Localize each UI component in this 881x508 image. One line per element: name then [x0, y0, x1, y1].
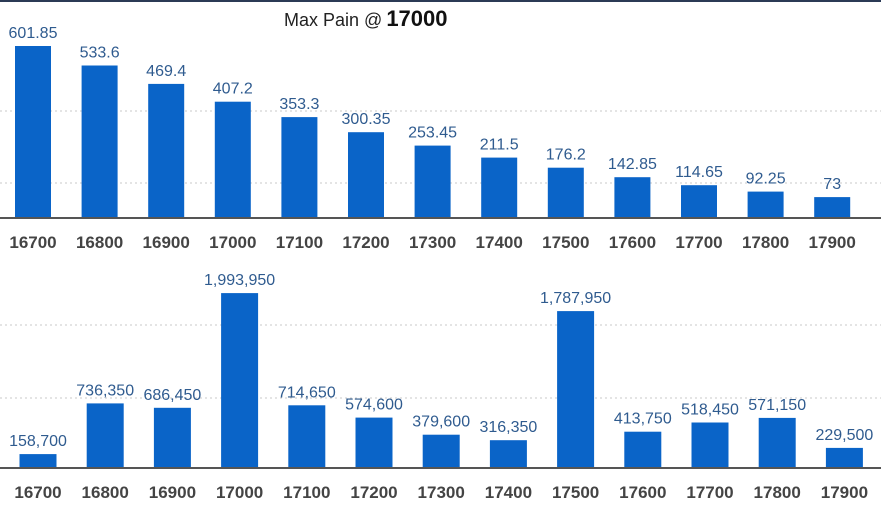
value-label: 353.3: [279, 96, 319, 113]
tick-label: 16700: [9, 233, 56, 252]
bar: [355, 417, 393, 468]
tick-label: 17100: [276, 233, 323, 252]
value-label: 73: [823, 176, 841, 193]
value-label: 533.6: [80, 45, 120, 62]
tick-label: 16700: [14, 483, 61, 502]
value-label: 413,750: [614, 411, 672, 428]
bar: [814, 197, 851, 218]
bar: [758, 417, 796, 468]
value-label: 714,650: [278, 384, 336, 401]
value-label: 736,350: [76, 382, 134, 399]
value-label: 1,787,950: [540, 290, 611, 307]
title-label: Max Pain @: [284, 10, 383, 30]
bar: [691, 422, 729, 468]
value-label: 253.45: [408, 125, 457, 142]
bar: [547, 167, 584, 218]
bar: [348, 132, 384, 218]
bar: [414, 145, 451, 218]
bar: [614, 177, 651, 218]
tick-label: 17000: [216, 483, 263, 502]
value-label: 574,600: [345, 397, 403, 414]
bar: [288, 405, 326, 468]
bar: [86, 403, 124, 468]
tick-label: 17300: [418, 483, 465, 502]
tick-label: 17500: [552, 483, 599, 502]
value-label: 211.5: [480, 137, 519, 154]
bar: [15, 46, 51, 218]
tick-label: 17400: [485, 483, 532, 502]
tick-label: 17200: [350, 483, 397, 502]
value-label: 92.25: [746, 171, 786, 188]
bar: [557, 311, 595, 468]
value-label: 300.35: [342, 111, 391, 128]
bar: [214, 101, 251, 218]
tick-label: 17600: [619, 483, 666, 502]
bar: [19, 454, 57, 468]
tick-label: 17800: [754, 483, 801, 502]
bar: [148, 83, 185, 219]
value-label: 176.2: [546, 147, 586, 164]
tick-label: 16900: [143, 233, 190, 252]
value-label: 407.2: [213, 81, 253, 98]
value-label: 142.85: [608, 156, 657, 173]
value-label: 316,350: [479, 419, 537, 436]
value-label: 114.65: [675, 164, 723, 181]
tick-label: 17900: [821, 483, 868, 502]
chart-title: Max Pain @17000: [284, 6, 448, 31]
tick-label: 16800: [76, 233, 123, 252]
tick-label: 17600: [609, 233, 656, 252]
tick-label: 16800: [82, 483, 129, 502]
value-label: 229,500: [815, 427, 873, 444]
bar: [81, 65, 118, 218]
tick-label: 17200: [342, 233, 389, 252]
max-pain-value: 17000: [386, 6, 448, 31]
top-border: [0, 0, 881, 2]
tick-label: 17800: [742, 233, 789, 252]
bar: [825, 447, 863, 468]
bar: [481, 157, 518, 218]
tick-label: 17100: [283, 483, 330, 502]
value-label: 469.4: [146, 63, 186, 80]
bar: [681, 185, 717, 218]
bar: [153, 407, 191, 468]
tick-label: 16900: [149, 483, 196, 502]
value-label: 1,993,950: [204, 272, 275, 289]
bar: [422, 434, 460, 468]
value-label: 158,700: [9, 433, 67, 450]
bar: [747, 191, 784, 218]
value-label: 571,150: [748, 397, 806, 414]
bar: [624, 431, 662, 468]
value-label: 379,600: [412, 414, 470, 431]
tick-label: 17000: [209, 233, 256, 252]
tick-label: 17400: [476, 233, 523, 252]
bar: [281, 117, 318, 218]
value-label: 601.85: [9, 25, 58, 42]
tick-label: 17700: [675, 233, 722, 252]
tick-label: 17700: [686, 483, 733, 502]
tick-label: 17500: [542, 233, 589, 252]
value-label: 686,450: [143, 387, 201, 404]
bar: [489, 440, 527, 468]
tick-label: 17300: [409, 233, 456, 252]
bar: [221, 293, 259, 468]
value-label: 518,450: [681, 402, 739, 419]
tick-label: 17900: [809, 233, 856, 252]
